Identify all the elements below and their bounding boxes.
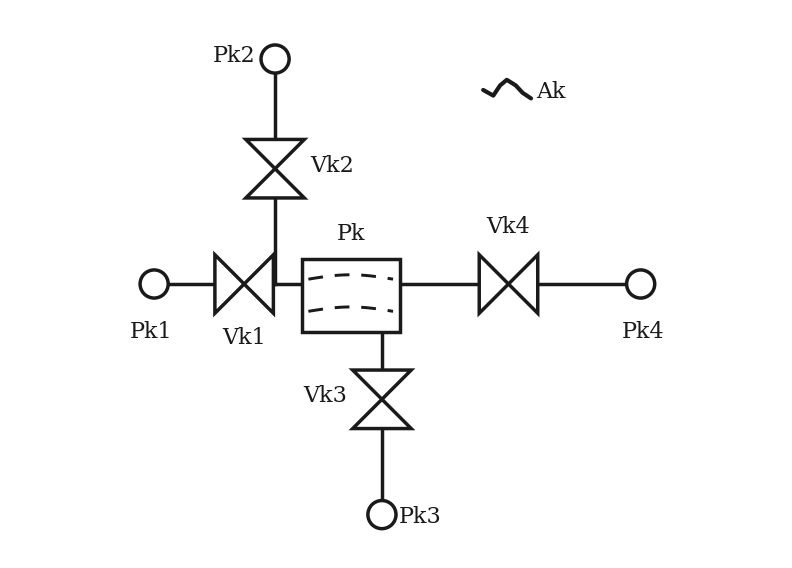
Circle shape xyxy=(140,270,168,298)
Text: Vk4: Vk4 xyxy=(486,216,531,238)
Circle shape xyxy=(626,270,655,298)
Polygon shape xyxy=(244,255,273,313)
Circle shape xyxy=(367,500,396,529)
Text: Pk3: Pk3 xyxy=(399,507,442,528)
Text: Pk2: Pk2 xyxy=(213,45,255,67)
Polygon shape xyxy=(508,255,538,313)
Text: Pk1: Pk1 xyxy=(130,320,173,343)
Bar xyxy=(302,258,400,332)
Text: Vk3: Vk3 xyxy=(303,386,347,407)
Text: Pk4: Pk4 xyxy=(623,320,664,343)
Text: Pk: Pk xyxy=(337,223,365,245)
Polygon shape xyxy=(352,399,411,428)
Text: Ak: Ak xyxy=(537,81,566,103)
Text: Vk2: Vk2 xyxy=(310,155,354,177)
Polygon shape xyxy=(352,370,411,399)
Circle shape xyxy=(261,45,289,73)
Polygon shape xyxy=(246,169,304,198)
Polygon shape xyxy=(215,255,244,313)
Polygon shape xyxy=(479,255,508,313)
Text: Vk1: Vk1 xyxy=(223,327,266,349)
Polygon shape xyxy=(246,140,304,169)
